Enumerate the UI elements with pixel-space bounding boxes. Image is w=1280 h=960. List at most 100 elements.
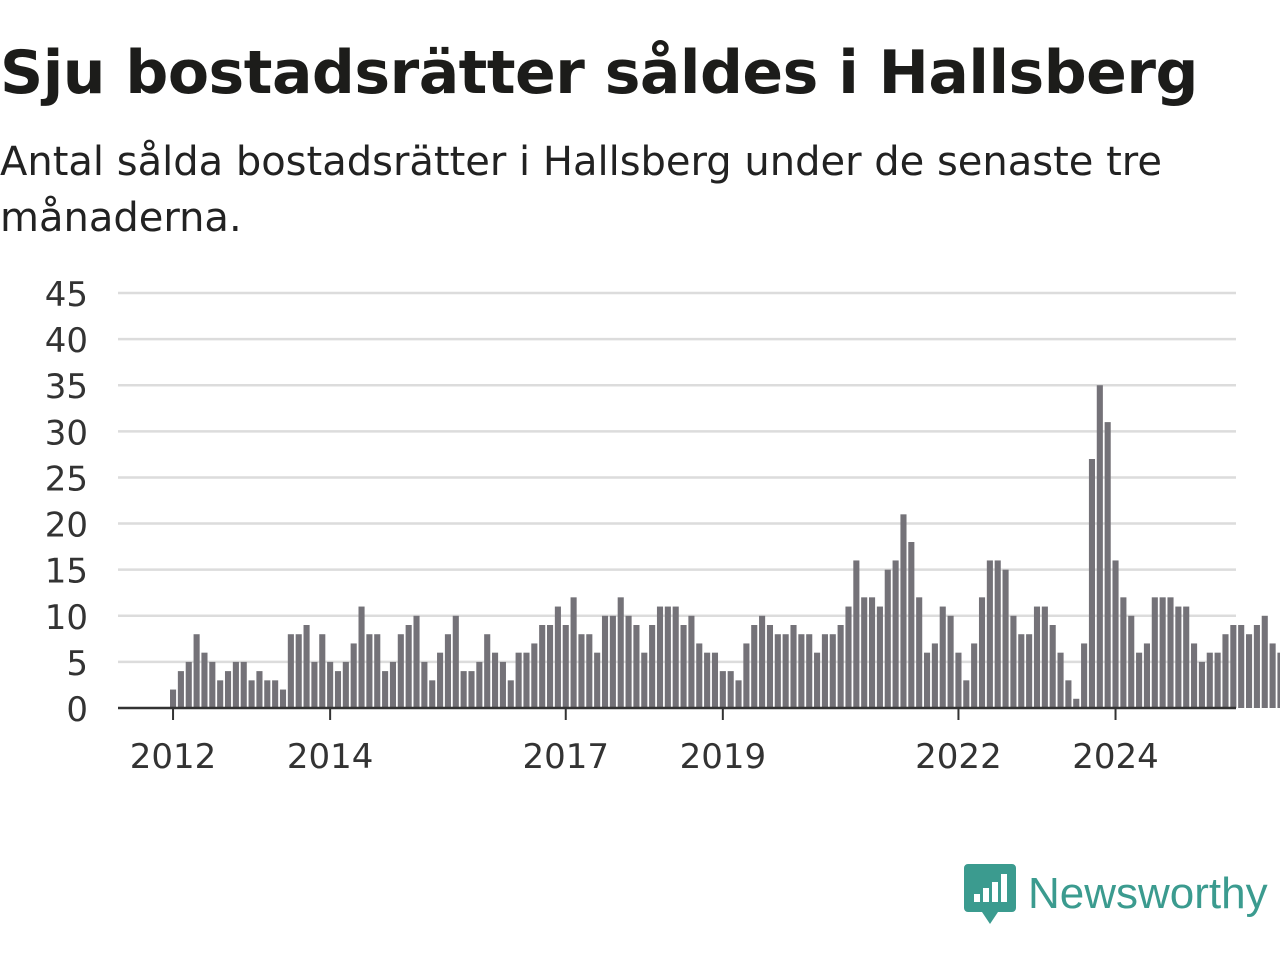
bar: [719, 671, 726, 708]
bar: [350, 643, 357, 708]
bar: [374, 634, 381, 708]
bar: [170, 689, 177, 708]
bar: [405, 625, 412, 708]
x-axis-ticks: 2012 2014 2017 2019 2022 2024: [130, 708, 1159, 777]
bar: [586, 634, 593, 708]
bar: [1057, 652, 1064, 708]
bar: [1151, 597, 1158, 708]
bar: [358, 606, 365, 708]
bar: [774, 634, 781, 708]
bar: [499, 661, 506, 708]
bar: [853, 560, 860, 708]
bar: [696, 643, 703, 708]
bar: [256, 671, 263, 708]
bar: [986, 560, 993, 708]
bar: [1041, 606, 1048, 708]
bar: [437, 652, 444, 708]
bar: [1033, 606, 1041, 708]
bar: [531, 643, 538, 708]
bar: [971, 643, 978, 708]
bar: [814, 652, 821, 708]
bar: [1065, 680, 1072, 708]
bars: [170, 385, 1280, 708]
bar: [523, 652, 530, 708]
bar: [224, 671, 232, 708]
bar: [452, 615, 459, 708]
bar: [664, 606, 671, 708]
bar: [1026, 634, 1033, 708]
bar: [1191, 643, 1198, 708]
bar: [845, 606, 852, 708]
bar: [272, 680, 279, 708]
y-tick-label: 40: [45, 321, 88, 361]
bar: [1277, 652, 1280, 708]
bar: [947, 615, 954, 708]
x-tick-label: 2019: [680, 737, 767, 777]
gridlines: [118, 291, 1236, 664]
x-tick-label: 2017: [522, 737, 609, 777]
bar: [790, 625, 797, 708]
bar: [1096, 385, 1103, 708]
bar: [397, 634, 404, 708]
bar: [421, 661, 428, 708]
bar: [334, 671, 342, 708]
y-tick-label: 45: [45, 275, 88, 315]
bar: [900, 514, 907, 708]
bar: [1269, 643, 1276, 708]
x-tick-label: 2022: [915, 737, 1002, 777]
bar: [342, 661, 349, 708]
bar: [759, 615, 766, 708]
bar: [1183, 606, 1190, 708]
bar: [861, 597, 868, 708]
bar: [1222, 634, 1229, 708]
bar: [1214, 652, 1221, 708]
bar: [492, 652, 499, 708]
bar: [193, 634, 200, 708]
bar: [1230, 625, 1237, 708]
bar: [1245, 634, 1253, 708]
bar: [798, 634, 805, 708]
bar: [366, 634, 373, 708]
bar: [641, 652, 648, 708]
bar: [727, 671, 734, 708]
bar: [248, 680, 255, 708]
bar: [264, 680, 271, 708]
bar: [1120, 597, 1127, 708]
bar: [711, 652, 719, 708]
brand-name: Newsworthy: [1028, 869, 1268, 918]
bar: [829, 634, 836, 708]
newsworthy-logo-icon: [964, 864, 1016, 924]
y-axis-ticks: 0 5 10 15 20 25 30 35 40 45: [45, 275, 88, 730]
bar: [688, 615, 695, 708]
bar: [515, 652, 522, 708]
y-tick-label: 20: [45, 506, 88, 546]
bar: [1167, 597, 1174, 708]
bar: [311, 661, 318, 708]
bar: [295, 634, 302, 708]
bar: [931, 643, 938, 708]
bar: [1104, 422, 1111, 708]
bar: [751, 625, 758, 708]
bar: [562, 625, 569, 708]
bar: [1143, 643, 1150, 708]
bar: [672, 606, 679, 708]
bar: [1049, 625, 1056, 708]
bar: [185, 661, 192, 708]
bar: [876, 606, 883, 708]
bar: [955, 652, 962, 708]
bar: [649, 625, 656, 708]
bar: [554, 606, 561, 708]
y-tick-label: 30: [45, 413, 88, 453]
bar: [209, 661, 216, 708]
bar: [319, 634, 326, 708]
x-tick-label: 2024: [1072, 737, 1159, 777]
bar: [1002, 569, 1009, 708]
bar: [916, 597, 923, 708]
bar: [460, 671, 467, 708]
y-tick-label: 10: [45, 598, 88, 638]
bar: [821, 634, 828, 708]
bar: [1073, 698, 1080, 708]
bar: [978, 597, 986, 708]
bar: [389, 661, 397, 708]
